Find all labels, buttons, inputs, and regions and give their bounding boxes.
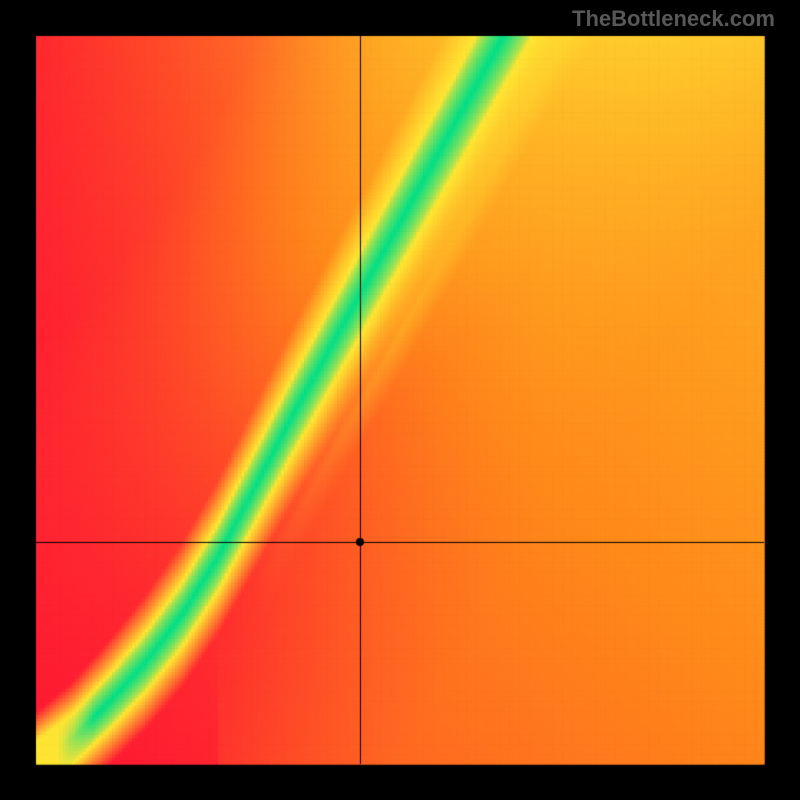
watermark-text: TheBottleneck.com: [572, 6, 775, 32]
heatmap-canvas: [0, 0, 800, 800]
chart-container: TheBottleneck.com: [0, 0, 800, 800]
